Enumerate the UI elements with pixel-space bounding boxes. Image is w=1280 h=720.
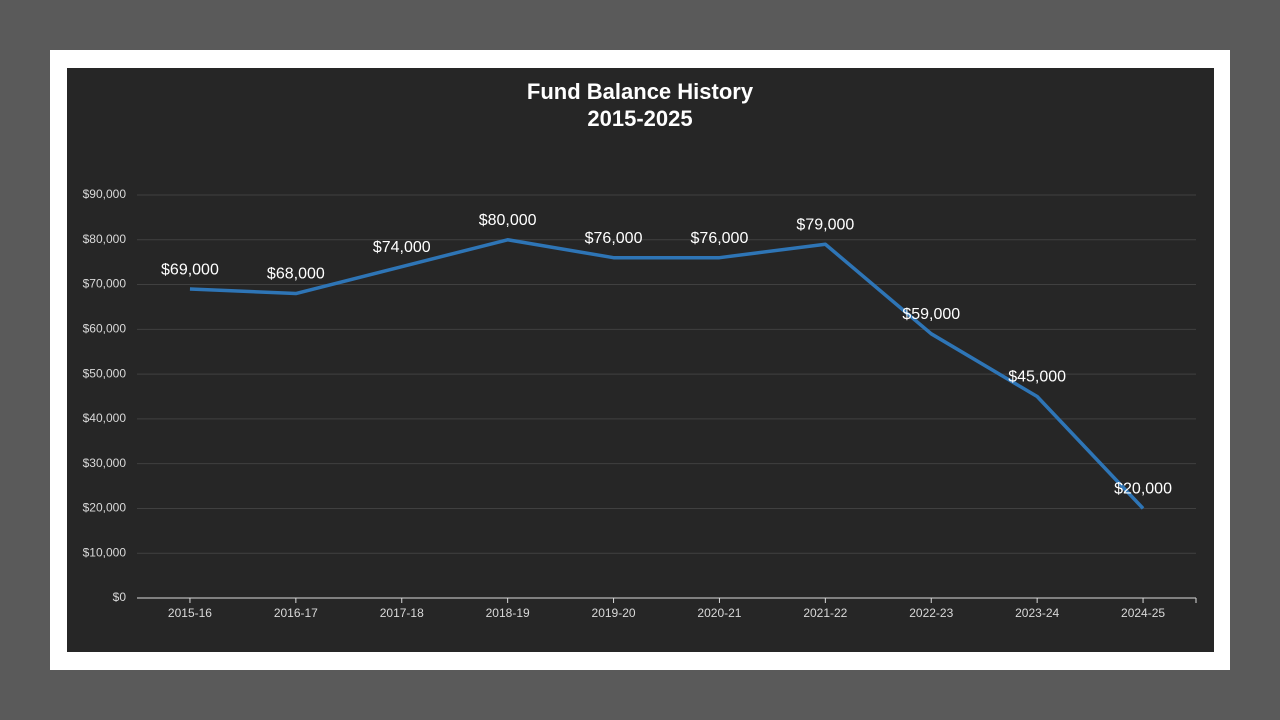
data-label: $59,000 bbox=[902, 306, 960, 323]
data-label: $74,000 bbox=[373, 239, 431, 256]
data-label: $76,000 bbox=[691, 230, 749, 247]
x-tick-label: 2018-19 bbox=[486, 606, 530, 620]
line bbox=[189, 238, 1145, 510]
x-tick-label: 2022-23 bbox=[909, 606, 953, 620]
data-label: $20,000 bbox=[1114, 481, 1172, 498]
y-tick-label: $40,000 bbox=[83, 411, 127, 425]
y-tick-label: $70,000 bbox=[83, 277, 127, 291]
x-tick-label: 2023-24 bbox=[1015, 606, 1059, 620]
y-tick-label: $20,000 bbox=[83, 501, 127, 515]
chart-area bbox=[67, 68, 1214, 652]
data-label: $45,000 bbox=[1008, 369, 1066, 386]
data-label: $79,000 bbox=[796, 216, 854, 233]
x-tick-label: 2016-17 bbox=[274, 606, 318, 620]
data-label: $69,000 bbox=[161, 261, 219, 278]
x-tick-label: 2024-25 bbox=[1121, 606, 1165, 620]
x-tick-label: 2019-20 bbox=[592, 606, 636, 620]
data-label: $80,000 bbox=[479, 212, 537, 229]
y-tick-label: $30,000 bbox=[83, 456, 127, 470]
chart-title: Fund Balance History bbox=[527, 79, 754, 104]
y-tick-label: $90,000 bbox=[83, 187, 127, 201]
data-label: $68,000 bbox=[267, 266, 325, 283]
y-tick-label: $10,000 bbox=[83, 545, 127, 559]
chart-subtitle: 2015-2025 bbox=[587, 106, 692, 131]
x-tick-label: 2021-22 bbox=[803, 606, 847, 620]
x-tick-label: 2020-21 bbox=[697, 606, 741, 620]
y-tick-label: $80,000 bbox=[83, 232, 127, 246]
y-tick-label: $50,000 bbox=[83, 366, 127, 380]
y-tick-label: $0 bbox=[113, 590, 127, 604]
y-tick-label: $60,000 bbox=[83, 322, 127, 336]
x-tick-label: 2015-16 bbox=[168, 606, 212, 620]
x-tick-label: 2017-18 bbox=[380, 606, 424, 620]
data-label: $76,000 bbox=[585, 230, 643, 247]
